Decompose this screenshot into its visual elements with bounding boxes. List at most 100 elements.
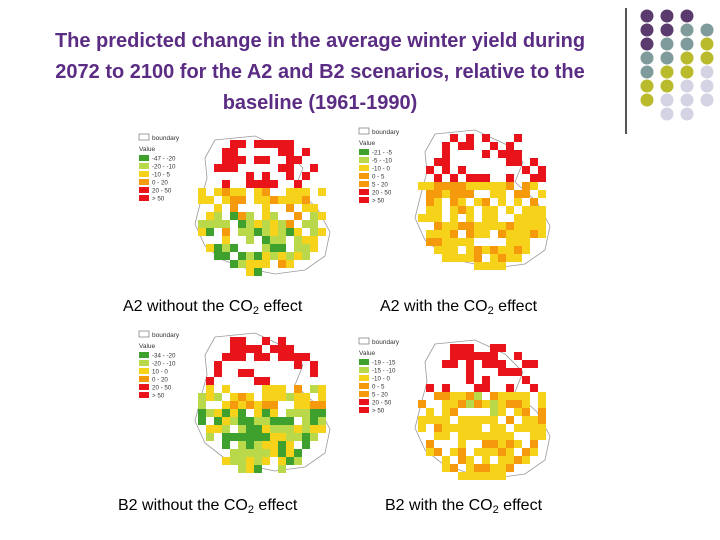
map-cell — [482, 360, 490, 368]
map-cell — [474, 222, 482, 230]
legend-boundary-swatch — [138, 133, 150, 141]
map-cell — [466, 254, 474, 262]
map-cell — [506, 448, 514, 456]
map-cell — [490, 246, 498, 254]
map-cell — [270, 449, 278, 457]
map-cell — [498, 392, 506, 400]
map-cell — [466, 182, 474, 190]
map-cell — [426, 230, 434, 238]
map-cell — [270, 140, 278, 148]
map-cell — [262, 156, 270, 164]
map-cell — [418, 400, 426, 408]
map-cell — [458, 400, 466, 408]
map-cell — [238, 449, 246, 457]
map-cell — [262, 337, 270, 345]
map-cell — [238, 252, 246, 260]
map-cell — [302, 220, 310, 228]
map-cell — [490, 472, 498, 480]
map-cell — [294, 433, 302, 441]
map-cell — [286, 441, 294, 449]
map-cell — [514, 230, 522, 238]
map-cell — [466, 432, 474, 440]
map-cell — [230, 409, 238, 417]
map-cell — [286, 260, 294, 268]
map-cell — [318, 188, 326, 196]
map-cell — [278, 148, 286, 156]
map-cell — [262, 449, 270, 457]
legend-swatch — [359, 383, 369, 389]
map-cell — [522, 400, 530, 408]
map-cell — [538, 230, 546, 238]
map-cell — [310, 220, 318, 228]
map-cell — [246, 172, 254, 180]
map-cell — [270, 244, 278, 252]
map-cell — [286, 220, 294, 228]
map-cell — [246, 465, 254, 473]
map-cell — [238, 260, 246, 268]
map-cell — [222, 385, 230, 393]
legend-entry-label: 0 - 5 — [372, 384, 385, 391]
decorative-dot — [700, 37, 714, 51]
map-cell — [442, 142, 450, 150]
caption-b2-with-co2: B2 with the CO2 effect — [385, 497, 543, 516]
map-cell — [286, 449, 294, 457]
legend-swatch — [139, 384, 149, 390]
map-cell — [254, 449, 262, 457]
map-cell — [442, 400, 450, 408]
map-cell — [506, 456, 514, 464]
map-cell — [294, 156, 302, 164]
map-cell — [530, 440, 538, 448]
map-cell — [238, 417, 246, 425]
map-cell — [442, 384, 450, 392]
map-cell — [426, 198, 434, 206]
map-cell — [198, 196, 206, 204]
map-cell — [482, 134, 490, 142]
map-cell — [310, 369, 318, 377]
map-cell — [522, 230, 530, 238]
map-cell — [286, 409, 294, 417]
map-cell — [278, 393, 286, 401]
map-cell — [466, 174, 474, 182]
legend-entry-label: -10 - 5 — [152, 172, 170, 179]
legend-swatch — [359, 391, 369, 397]
map-cell — [498, 472, 506, 480]
map-cell — [318, 393, 326, 401]
map-cell — [450, 254, 458, 262]
map-cell — [458, 424, 466, 432]
map-cell — [254, 441, 262, 449]
map-cell — [426, 166, 434, 174]
map-cell — [498, 230, 506, 238]
map-cell — [302, 433, 310, 441]
decorative-dot — [660, 65, 674, 79]
decorative-dot — [660, 37, 674, 51]
map-cell — [498, 456, 506, 464]
map-cell — [450, 464, 458, 472]
map-cell — [458, 206, 466, 214]
map-cell — [514, 222, 522, 230]
map-cell — [262, 409, 270, 417]
map-cell — [434, 424, 442, 432]
map-cell — [490, 254, 498, 262]
map-cell — [466, 134, 474, 142]
map-cell — [294, 385, 302, 393]
map-cell — [262, 196, 270, 204]
map-cell — [294, 180, 302, 188]
map-cell — [270, 345, 278, 353]
map-cell — [466, 400, 474, 408]
map-cell — [230, 148, 238, 156]
map-cell — [278, 337, 286, 345]
map-cell — [278, 164, 286, 172]
map-cell — [450, 360, 458, 368]
map-cell — [466, 352, 474, 360]
map-cell — [506, 230, 514, 238]
map-cell — [206, 425, 214, 433]
map-cell — [506, 158, 514, 166]
map-cell — [318, 385, 326, 393]
map-cell — [482, 222, 490, 230]
map-cell — [418, 182, 426, 190]
map-cell — [230, 457, 238, 465]
decorative-dot — [640, 51, 654, 65]
map-cell — [294, 361, 302, 369]
map-cell — [230, 244, 238, 252]
map-cell — [482, 174, 490, 182]
